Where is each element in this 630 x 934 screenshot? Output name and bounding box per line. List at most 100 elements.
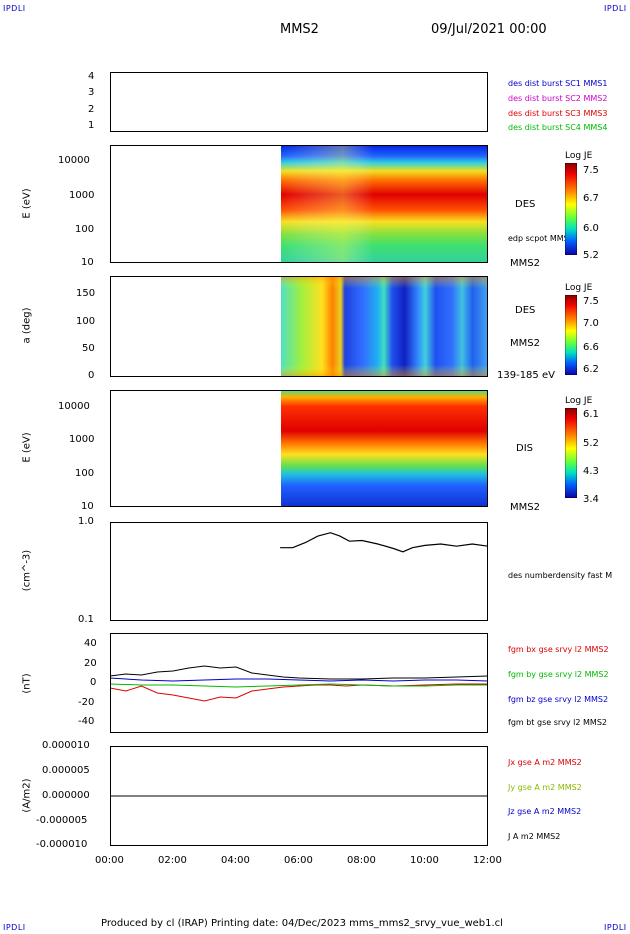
footer-credits: Produced by cl (IRAP) Printing date: 04/… bbox=[101, 918, 503, 929]
des-energy-spectrogram bbox=[110, 145, 488, 263]
current-plot bbox=[110, 746, 488, 846]
des-energy-overlay-label: edp scpot MMS2 bbox=[508, 234, 574, 243]
des-energy-cbtick-1: 6.7 bbox=[583, 193, 599, 204]
des-pitch-cbtick-0: 7.5 bbox=[583, 296, 599, 307]
des-energy-cbtick-3: 5.2 bbox=[583, 250, 599, 261]
burst-ytick-2: 2 bbox=[88, 104, 95, 115]
density-plot bbox=[110, 522, 488, 621]
dis-energy-colorbar-title: Log JE bbox=[565, 396, 593, 406]
des-energy-ytick-10000: 10000 bbox=[58, 155, 90, 166]
current-ytick-0: 0.000010 bbox=[42, 740, 90, 751]
date-title: 09/Jul/2021 00:00 bbox=[431, 22, 547, 37]
density-series-line bbox=[280, 532, 488, 553]
xtick-0400: 04:00 bbox=[221, 855, 250, 866]
burst-ytick-1: 1 bbox=[88, 120, 95, 131]
des-pitch-spectrogram bbox=[110, 276, 488, 377]
corner-label-bottom-right: IPDLI bbox=[604, 923, 627, 932]
dis-energy-cbtick-0: 6.1 bbox=[583, 409, 599, 420]
dis-energy-ytick-1000: 1000 bbox=[69, 434, 95, 445]
xtick-1000: 10:00 bbox=[410, 855, 439, 866]
des-energy-cbtick-2: 6.0 bbox=[583, 223, 599, 234]
legend-burst-sc3: des dist burst SC3 MMS3 bbox=[508, 109, 608, 118]
legend-burst-sc2: des dist burst SC2 MMS2 bbox=[508, 94, 608, 103]
xtick-0000: 00:00 bbox=[95, 855, 124, 866]
burst-ytick-3: 3 bbox=[88, 87, 95, 98]
des-energy-instrument-label: DES bbox=[515, 199, 536, 210]
xtick-0200: 02:00 bbox=[158, 855, 187, 866]
dis-energy-colorbar bbox=[565, 408, 577, 498]
spacecraft-title: MMS2 bbox=[280, 22, 319, 37]
legend-bt: fgm bt gse srvy l2 MMS2 bbox=[508, 718, 607, 727]
legend-jx: Jx gse A m2 MMS2 bbox=[508, 758, 582, 767]
des-pitch-ytick-100: 100 bbox=[76, 316, 96, 327]
des-energy-cbtick-0: 7.5 bbox=[583, 165, 599, 176]
bfield-ytick-0: 0 bbox=[90, 677, 97, 688]
legend-bz: fgm bz gse srvy l2 MMS2 bbox=[508, 695, 609, 704]
bfield-ytick-m20: -20 bbox=[78, 697, 95, 708]
des-pitch-ytick-0: 0 bbox=[88, 370, 95, 381]
legend-j: J A m2 MMS2 bbox=[508, 832, 561, 841]
xtick-0800: 08:00 bbox=[347, 855, 376, 866]
legend-burst-sc1: des dist burst SC1 MMS1 bbox=[508, 79, 608, 88]
dis-energy-ylabel: E (eV) bbox=[21, 432, 33, 463]
dis-energy-ytick-10: 10 bbox=[81, 501, 94, 512]
des-pitch-instrument-label: DES bbox=[515, 305, 536, 316]
des-pitch-heatmap-overlay bbox=[281, 276, 487, 377]
bfield-bx-line bbox=[110, 683, 488, 702]
dis-energy-cbtick-1: 5.2 bbox=[583, 438, 599, 449]
panel-burst-frame bbox=[110, 72, 488, 132]
des-energy-colorbar bbox=[565, 163, 577, 255]
density-ytick-1: 1.0 bbox=[78, 516, 94, 527]
bfield-ytick-40: 40 bbox=[84, 638, 97, 649]
dis-energy-ytick-10000: 10000 bbox=[58, 401, 90, 412]
bfield-ylabel: (nT) bbox=[21, 673, 33, 694]
legend-burst-sc4: des dist burst SC4 MMS4 bbox=[508, 123, 608, 132]
bfield-by-line bbox=[110, 683, 488, 688]
des-energy-ytick-100: 100 bbox=[75, 224, 95, 235]
des-pitch-spacecraft-label: MMS2 bbox=[510, 338, 540, 349]
density-legend: des numberdensity fast M bbox=[508, 571, 613, 580]
current-ytick-4: -0.000010 bbox=[36, 839, 88, 850]
xtick-1200: 12:00 bbox=[473, 855, 502, 866]
des-pitch-colorbar bbox=[565, 295, 577, 375]
current-ytick-2: 0.000000 bbox=[42, 790, 90, 801]
density-ytick-0.1: 0.1 bbox=[78, 614, 94, 625]
burst-ytick-4: 4 bbox=[88, 71, 95, 82]
des-energy-colorbar-title: Log JE bbox=[565, 151, 593, 161]
legend-by: fgm by gse srvy l2 MMS2 bbox=[508, 670, 609, 679]
corner-label-bottom-left: IPDLI bbox=[3, 923, 26, 932]
dis-energy-cbtick-3: 3.4 bbox=[583, 494, 599, 505]
dis-energy-heatmap bbox=[281, 390, 487, 507]
des-energy-heatmap-overlay bbox=[281, 145, 487, 263]
current-ylabel: (A/m2) bbox=[21, 778, 33, 813]
des-pitch-energy-label: 139-185 eV bbox=[497, 370, 555, 381]
des-energy-spacecraft-label: MMS2 bbox=[510, 258, 540, 269]
des-pitch-ytick-150: 150 bbox=[76, 288, 96, 299]
des-energy-ytick-10: 10 bbox=[81, 257, 94, 268]
des-pitch-ylabel: a (deg) bbox=[21, 307, 33, 344]
xtick-0600: 06:00 bbox=[284, 855, 313, 866]
dis-energy-spectrogram bbox=[110, 390, 488, 507]
des-pitch-cbtick-3: 6.2 bbox=[583, 364, 599, 375]
des-pitch-ytick-50: 50 bbox=[82, 343, 95, 354]
bfield-bt-line bbox=[110, 665, 488, 680]
legend-bx: fgm bx gse srvy l2 MMS2 bbox=[508, 645, 609, 654]
des-pitch-cbtick-1: 7.0 bbox=[583, 318, 599, 329]
des-pitch-colorbar-title: Log JE bbox=[565, 283, 593, 293]
dis-energy-spacecraft-label: MMS2 bbox=[510, 502, 540, 513]
des-pitch-cbtick-2: 6.6 bbox=[583, 342, 599, 353]
legend-jz: Jz gse A m2 MMS2 bbox=[508, 807, 582, 816]
corner-label-top-left: IPDLI bbox=[3, 4, 26, 13]
dis-energy-ytick-100: 100 bbox=[75, 468, 95, 479]
current-ytick-1: 0.000005 bbox=[42, 765, 90, 776]
bfield-plot bbox=[110, 633, 488, 733]
dis-energy-cbtick-2: 4.3 bbox=[583, 466, 599, 477]
current-ytick-3: -0.000005 bbox=[36, 815, 88, 826]
des-energy-ytick-1000: 1000 bbox=[69, 190, 95, 201]
corner-label-top-right: IPDLI bbox=[604, 4, 627, 13]
bfield-ytick-20: 20 bbox=[84, 658, 97, 669]
dis-energy-instrument-label: DIS bbox=[516, 443, 533, 454]
des-energy-ylabel: E (eV) bbox=[21, 188, 33, 219]
legend-jy: Jy gse A m2 MMS2 bbox=[508, 783, 582, 792]
density-ylabel: (cm^-3) bbox=[21, 549, 33, 592]
